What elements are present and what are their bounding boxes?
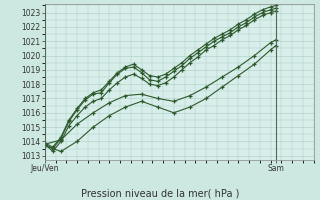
Text: Pression niveau de la mer( hPa ): Pression niveau de la mer( hPa ) bbox=[81, 188, 239, 198]
